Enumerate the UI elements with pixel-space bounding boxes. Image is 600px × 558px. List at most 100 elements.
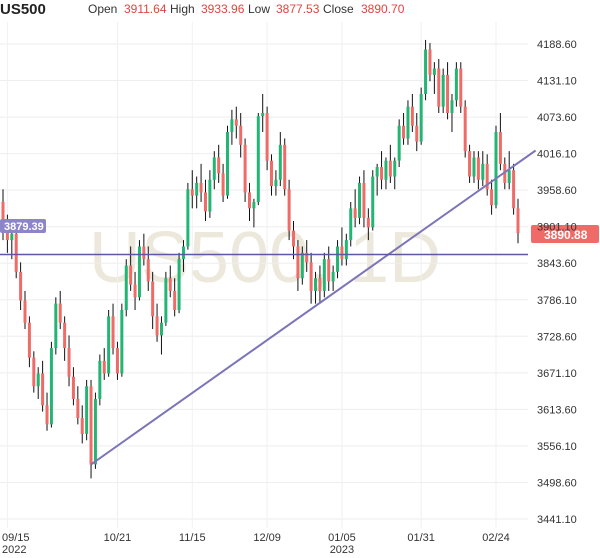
candle-body <box>203 192 207 212</box>
candle-body <box>173 290 177 310</box>
candle <box>476 151 480 190</box>
candle-body <box>10 233 14 241</box>
candle-body <box>27 322 31 358</box>
candle <box>402 113 406 145</box>
candle-body <box>476 157 480 180</box>
candle-body <box>239 125 243 145</box>
candle-body <box>305 252 309 263</box>
high-label: High <box>170 2 195 16</box>
y-tick-label: 3556.10 <box>537 441 577 453</box>
candle <box>230 109 234 145</box>
candle-body <box>490 189 494 206</box>
candle-body <box>234 119 238 126</box>
candle <box>340 227 344 266</box>
candle <box>406 100 410 145</box>
candle-body <box>151 281 155 317</box>
x-tick-label: 01/31 <box>407 532 435 544</box>
candle <box>274 170 278 196</box>
trendline <box>90 149 537 466</box>
candle <box>450 93 454 133</box>
y-tick-label: 3843.60 <box>537 258 577 270</box>
candle-body <box>296 246 300 279</box>
candle <box>54 297 58 355</box>
candle <box>71 367 75 406</box>
y-tick-label: 3498.60 <box>537 477 577 489</box>
candle-body <box>225 132 229 196</box>
candle-body <box>159 322 163 336</box>
x-tick-label: 10/21 <box>104 532 132 544</box>
x-tick-label: 02/24 <box>482 532 510 544</box>
candle <box>225 125 229 199</box>
candle-body <box>19 271 23 301</box>
candle <box>137 240 141 301</box>
candle-body <box>129 265 133 285</box>
candle-body <box>252 201 256 209</box>
candle <box>481 151 485 187</box>
candle-body <box>516 208 520 234</box>
y-tick-label: 3728.60 <box>537 331 577 343</box>
candle-body <box>14 233 18 272</box>
candle-body <box>261 113 265 117</box>
candle <box>349 201 353 247</box>
candle <box>243 138 247 202</box>
candle <box>278 132 282 187</box>
candle <box>309 252 313 304</box>
candle-body <box>454 68 458 101</box>
candle-body <box>349 208 353 241</box>
candle <box>27 316 31 368</box>
candle-body <box>419 93 423 142</box>
candle <box>41 360 45 412</box>
candle-body <box>340 246 344 260</box>
candle <box>45 392 49 431</box>
candles-layer <box>1 39 520 479</box>
candle-body <box>243 144 247 193</box>
candle <box>446 62 450 120</box>
candle <box>102 348 106 380</box>
candle-body <box>446 74 450 114</box>
low-value: 3877.53 <box>276 2 320 16</box>
candle-body <box>287 189 291 231</box>
candle <box>181 240 185 272</box>
candle-body <box>107 316 111 374</box>
candle <box>459 62 463 114</box>
candle <box>300 246 304 285</box>
candle <box>49 341 53 428</box>
candle-body <box>314 278 318 291</box>
candle-body <box>23 300 27 323</box>
candle-body <box>371 176 375 228</box>
candle-body <box>481 163 485 180</box>
candle <box>93 392 97 469</box>
candle-body <box>32 357 36 387</box>
candle-body <box>358 182 362 218</box>
candle-body <box>71 376 75 399</box>
candle-body <box>459 68 463 107</box>
candle-body <box>45 405 49 425</box>
y-tick-label: 4016.10 <box>537 149 577 161</box>
candle <box>388 144 392 183</box>
candle <box>432 62 436 94</box>
candle <box>318 265 322 304</box>
horizontal-level-tag <box>0 219 46 233</box>
candle <box>314 271 318 304</box>
candle-body <box>274 179 278 187</box>
candle-body <box>424 49 428 94</box>
y-tick-label: 4131.10 <box>537 76 577 88</box>
y-tick-label: 3901.10 <box>537 222 577 234</box>
candle <box>270 154 274 196</box>
candle <box>468 144 472 183</box>
candle <box>199 163 203 202</box>
candle <box>362 170 366 228</box>
candle <box>353 189 357 228</box>
candle-body <box>388 160 392 177</box>
candle <box>261 93 265 133</box>
candle <box>380 151 384 190</box>
candle <box>424 39 428 101</box>
candle-body <box>393 160 397 177</box>
candle <box>80 405 84 444</box>
candle <box>142 233 146 266</box>
candle <box>375 163 379 196</box>
candle <box>155 303 159 342</box>
y-tick-label: 3958.60 <box>537 185 577 197</box>
